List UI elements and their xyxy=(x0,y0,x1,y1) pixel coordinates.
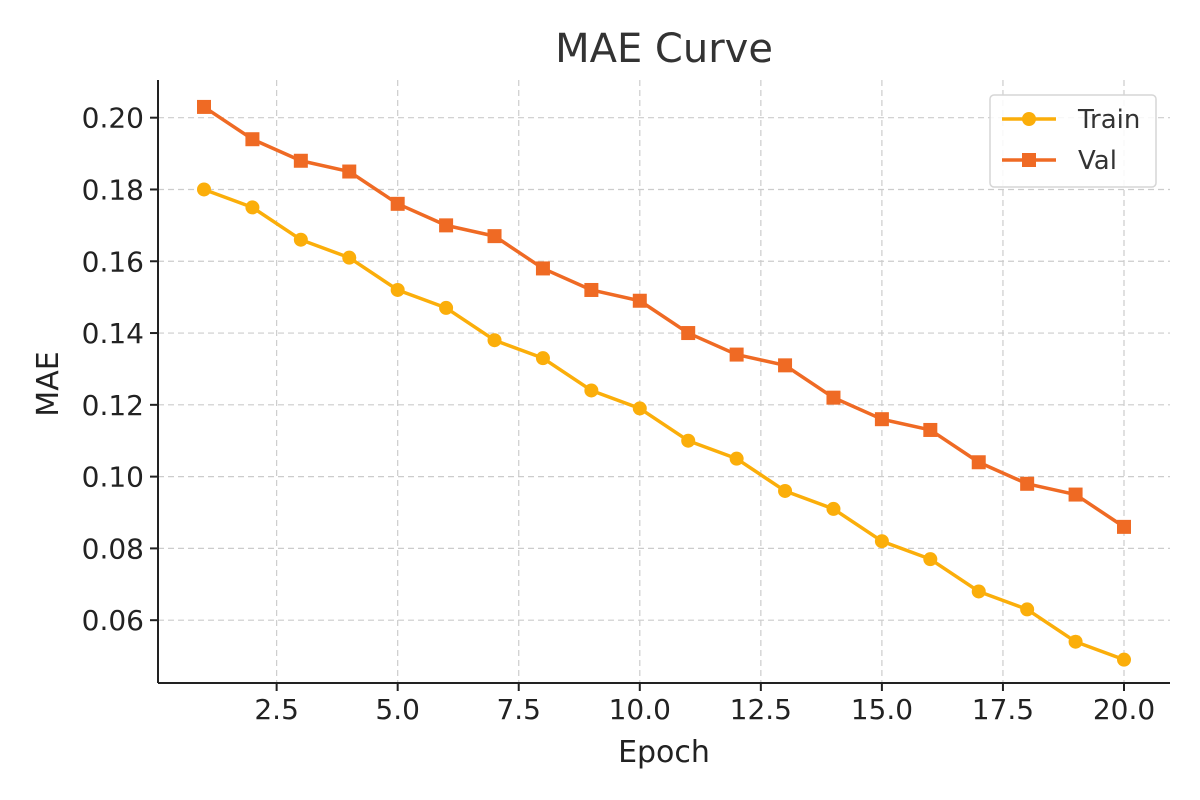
series-train xyxy=(197,182,1131,667)
y-axis-label: MAE xyxy=(31,351,66,416)
point-val-14 xyxy=(826,390,841,405)
series-val xyxy=(197,99,1131,534)
point-val-9 xyxy=(584,282,599,297)
point-val-13 xyxy=(778,358,793,373)
y-tick-label-4: 0.14 xyxy=(82,317,144,350)
point-val-8 xyxy=(535,261,550,276)
x-tick-label-2: 7.5 xyxy=(496,693,541,726)
axes xyxy=(157,80,1170,684)
y-tick-label-1: 0.08 xyxy=(82,532,144,565)
point-train-11 xyxy=(681,433,696,448)
legend-label-val: Val xyxy=(1078,146,1117,176)
point-train-17 xyxy=(971,584,986,599)
point-train-5 xyxy=(390,282,405,297)
x-tick-label-7: 20.0 xyxy=(1093,693,1155,726)
series-line-val xyxy=(203,105,1125,529)
point-train-19 xyxy=(1068,634,1083,649)
series-line-train xyxy=(203,187,1125,662)
x-tick-label-3: 10.0 xyxy=(609,693,671,726)
x-tick-label-4: 12.5 xyxy=(730,693,792,726)
point-train-2 xyxy=(245,200,260,215)
x-tick-label-5: 15.0 xyxy=(851,693,913,726)
point-val-11 xyxy=(681,326,696,341)
point-train-15 xyxy=(874,534,889,549)
point-train-10 xyxy=(632,401,647,416)
y-tick-label-3: 0.12 xyxy=(82,389,144,422)
point-val-10 xyxy=(632,293,647,308)
point-val-18 xyxy=(1020,476,1035,491)
point-val-17 xyxy=(971,455,986,470)
point-train-14 xyxy=(826,501,841,516)
point-val-20 xyxy=(1117,519,1131,534)
point-train-7 xyxy=(487,333,502,348)
point-val-3 xyxy=(293,153,308,168)
legend: Train Val xyxy=(989,94,1157,188)
point-train-13 xyxy=(778,483,793,498)
point-train-18 xyxy=(1020,602,1035,617)
point-train-12 xyxy=(729,451,744,466)
point-val-1 xyxy=(197,99,211,114)
point-train-4 xyxy=(342,250,357,265)
point-val-5 xyxy=(390,196,405,211)
x-tick-label-1: 5.0 xyxy=(375,693,420,726)
legend-marker-train xyxy=(1022,112,1036,126)
legend-marker-val xyxy=(1022,153,1036,167)
y-tick-label-6: 0.18 xyxy=(82,173,144,206)
y-tick-label-2: 0.10 xyxy=(82,461,144,494)
point-train-20 xyxy=(1117,652,1131,667)
point-train-3 xyxy=(293,232,308,247)
point-val-6 xyxy=(439,218,454,233)
legend-label-train: Train xyxy=(1077,105,1140,135)
chart-title: MAE Curve xyxy=(555,26,773,72)
point-val-16 xyxy=(923,422,938,437)
point-val-19 xyxy=(1068,487,1083,502)
y-tick-label-7: 0.20 xyxy=(82,102,144,135)
point-train-6 xyxy=(439,300,454,315)
point-train-1 xyxy=(197,182,211,197)
point-train-16 xyxy=(923,552,938,567)
point-val-4 xyxy=(342,164,357,179)
point-train-9 xyxy=(584,383,599,398)
y-tick-label-5: 0.16 xyxy=(82,245,144,278)
x-tick-label-0: 2.5 xyxy=(254,693,299,726)
x-tick-label-6: 17.5 xyxy=(972,693,1034,726)
ticks: 2.5 5.0 7.5 10.0 12.5 15.0 17.5 20.0 0.06 0.08 0.1… xyxy=(82,102,1156,726)
point-val-7 xyxy=(487,229,502,244)
series-layer xyxy=(197,99,1131,667)
point-val-12 xyxy=(729,347,744,362)
point-val-15 xyxy=(874,412,889,427)
point-train-8 xyxy=(535,351,550,366)
point-val-2 xyxy=(245,132,260,147)
y-tick-label-0: 0.06 xyxy=(82,604,144,637)
x-axis-label: Epoch xyxy=(618,735,710,770)
